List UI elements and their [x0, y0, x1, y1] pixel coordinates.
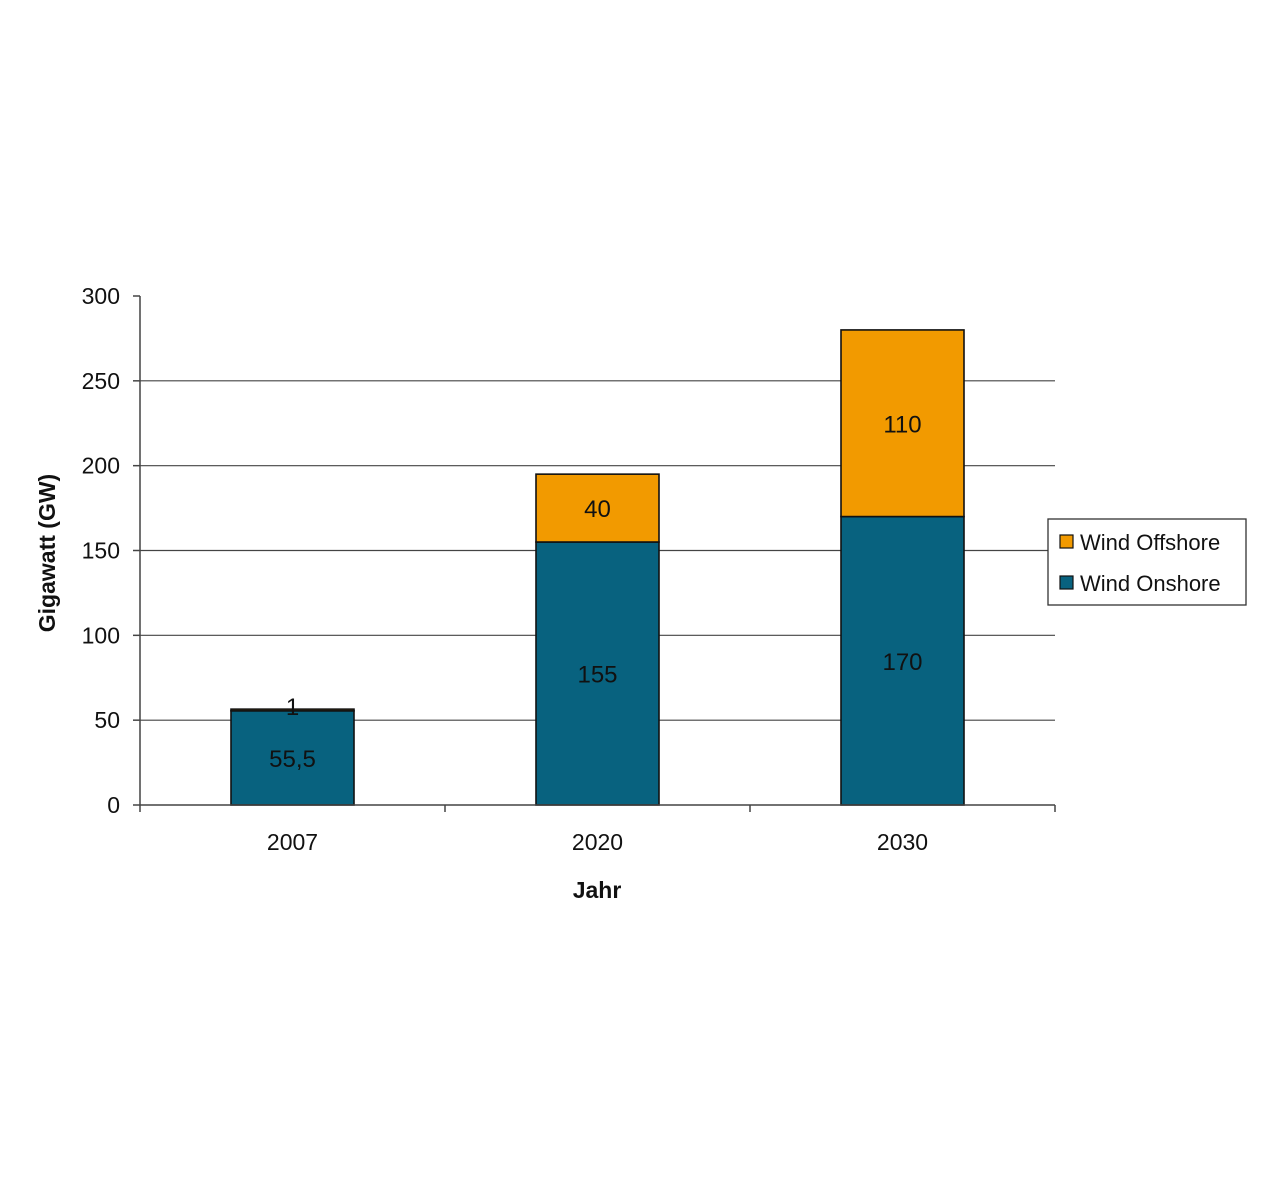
bar-wind-onshore-2020 [535, 541, 660, 806]
x-tick-label: 2020 [572, 829, 623, 855]
bars [230, 329, 965, 806]
y-tick-label: 0 [107, 792, 120, 818]
legend-swatch-wind-offshore [1059, 534, 1074, 549]
bar-wind-onshore-2007 [230, 710, 355, 806]
legend-label-wind-onshore: Wind Onshore [1080, 571, 1221, 596]
data-label-wind-offshore-2020: 40 [584, 496, 611, 523]
y-tick-label: 50 [94, 707, 120, 733]
bar-wind-onshore-2030 [840, 515, 965, 806]
data-label-wind-onshore-2020: 155 [577, 662, 617, 689]
data-labels: 55,5 1 155 40 170 110 [269, 411, 922, 773]
y-tick-label: 100 [82, 622, 120, 648]
data-label-wind-onshore-2030: 170 [882, 649, 922, 676]
y-tick-label: 200 [82, 453, 120, 479]
y-tick-label: 250 [82, 368, 120, 394]
bar-wind-offshore-2007 [230, 708, 355, 712]
legend: Wind Offshore Wind Onshore [1047, 518, 1247, 606]
x-tick-label: 2030 [877, 829, 928, 855]
y-tick-label: 300 [82, 283, 120, 309]
bar-wind-offshore-2020 [535, 473, 660, 543]
data-label-wind-onshore-2007: 55,5 [269, 746, 316, 773]
legend-swatch-wind-onshore [1059, 575, 1074, 590]
y-tick-label: 150 [82, 538, 120, 564]
x-axis-title: Jahr [573, 877, 622, 903]
bar-wind-offshore-2030 [840, 329, 965, 518]
x-tick-label: 2007 [267, 829, 318, 855]
data-label-wind-offshore-2007: 1 [286, 694, 299, 721]
legend-box [1047, 518, 1247, 606]
legend-label-wind-offshore: Wind Offshore [1080, 530, 1220, 555]
axes: 0 50 100 150 200 250 300 2007 2020 2030 [82, 283, 1056, 855]
y-axis-title: Gigawatt (GW) [34, 474, 60, 632]
data-label-wind-offshore-2030: 110 [883, 411, 921, 438]
